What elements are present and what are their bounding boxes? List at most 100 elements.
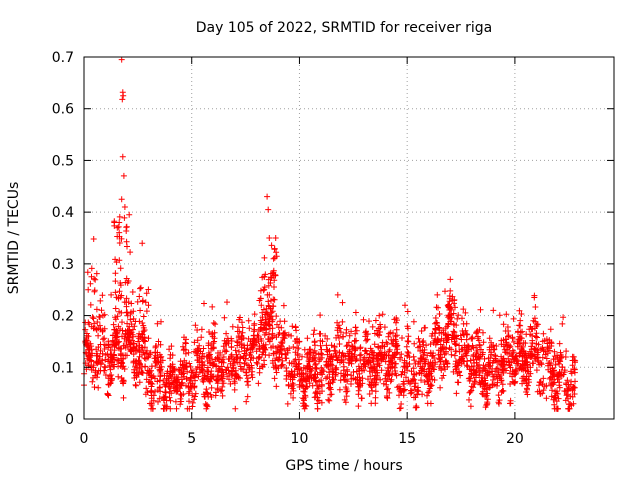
y-tick-label: 0.5: [52, 153, 74, 169]
data-point: [257, 287, 264, 294]
data-point: [357, 344, 364, 351]
data-point: [130, 344, 136, 351]
data-point: [442, 350, 449, 357]
data-point: [556, 340, 563, 347]
data-point: [326, 347, 333, 354]
data-point: [302, 402, 309, 409]
data-point: [445, 331, 451, 338]
data-point: [445, 320, 452, 327]
data-point: [539, 345, 546, 351]
data-point: [348, 328, 355, 335]
data-point: [241, 348, 248, 355]
data-point: [112, 305, 119, 312]
data-point: [224, 335, 231, 342]
data-point: [118, 235, 125, 242]
data-point: [117, 346, 124, 352]
data-point: [464, 358, 471, 365]
data-point: [302, 377, 309, 384]
data-point: [530, 360, 537, 367]
data-point: [378, 355, 385, 362]
data-point: [539, 381, 546, 387]
data-point: [436, 363, 443, 370]
data-point: [470, 384, 477, 391]
data-point: [411, 357, 418, 364]
data-point: [494, 365, 501, 372]
data-point: [523, 361, 530, 368]
data-point: [121, 214, 128, 221]
data-point: [304, 350, 311, 357]
data-point: [119, 96, 126, 103]
data-point: [214, 377, 221, 384]
data-point: [394, 346, 401, 353]
data-point: [102, 364, 109, 371]
data-point: [377, 321, 384, 328]
data-point: [358, 395, 365, 402]
data-point: [517, 329, 524, 336]
data-point: [499, 366, 506, 373]
data-point: [125, 331, 132, 338]
data-point: [91, 287, 98, 294]
data-point: [384, 386, 390, 393]
data-point: [560, 314, 567, 321]
data-point: [518, 311, 525, 317]
data-point: [264, 291, 271, 298]
data-point: [488, 343, 495, 350]
data-point: [295, 345, 302, 352]
data-point: [505, 359, 512, 366]
data-point: [484, 390, 491, 397]
data-point: [119, 364, 126, 370]
data-point: [433, 339, 440, 346]
data-point: [325, 396, 332, 403]
data-point: [411, 340, 418, 347]
data-point: [118, 292, 125, 299]
data-point: [476, 342, 483, 349]
data-point: [300, 395, 307, 402]
data-point: [570, 400, 577, 407]
data-point: [329, 368, 336, 375]
data-point: [514, 343, 521, 350]
data-point: [194, 327, 201, 333]
data-point: [155, 398, 161, 405]
data-point: [273, 383, 280, 390]
data-point: [509, 334, 516, 341]
data-point: [394, 317, 400, 324]
data-point: [416, 339, 423, 346]
data-point: [507, 400, 514, 407]
data-point: [504, 342, 511, 349]
data-point: [374, 360, 381, 367]
data-point: [329, 376, 336, 383]
data-point: [340, 363, 347, 370]
data-point: [259, 363, 265, 370]
data-point: [198, 366, 205, 372]
data-point: [426, 365, 433, 372]
data-point: [453, 390, 460, 397]
data-point: [230, 364, 237, 371]
data-point: [273, 253, 280, 260]
data-point: [290, 387, 297, 394]
data-point: [220, 371, 227, 378]
data-point: [89, 378, 96, 385]
data-point: [272, 271, 279, 278]
data-point: [209, 303, 216, 310]
data-point: [368, 400, 375, 407]
data-point: [520, 347, 527, 354]
data-point: [237, 375, 243, 382]
data-point: [283, 355, 290, 362]
data-point: [365, 376, 371, 383]
data-point: [464, 363, 471, 370]
data-point: [123, 336, 130, 343]
data-point: [228, 338, 235, 344]
data-point: [418, 377, 424, 384]
data-point: [504, 346, 510, 353]
data-point: [333, 369, 339, 376]
data-point: [313, 365, 320, 372]
data-point: [87, 340, 94, 347]
data-point: [261, 346, 268, 353]
data-point: [532, 325, 538, 332]
data-point: [570, 353, 577, 360]
data-point: [384, 395, 391, 402]
data-point: [454, 315, 461, 322]
grid: [84, 57, 614, 419]
data-point: [152, 388, 158, 395]
data-point: [397, 356, 404, 363]
